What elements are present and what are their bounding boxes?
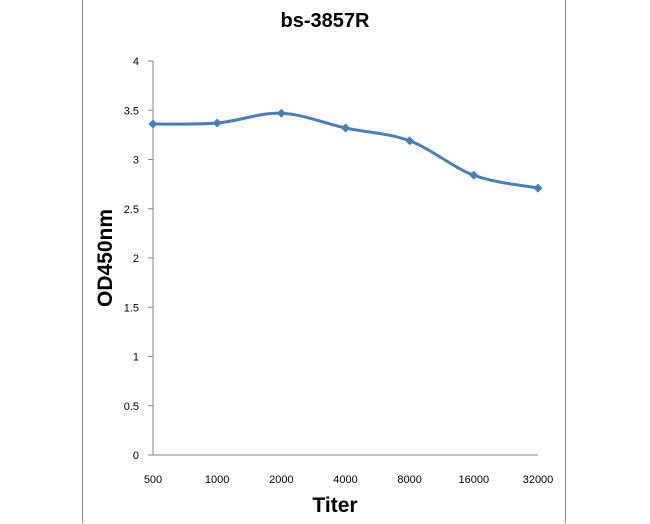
x-tick-label: 2000 xyxy=(269,474,293,486)
y-axis-label: OD450nm xyxy=(94,209,117,307)
y-tick-label: 1 xyxy=(133,352,139,364)
y-tick-label: 1.5 xyxy=(124,302,139,314)
y-tick-label: 0.5 xyxy=(124,401,139,413)
x-tick-label: 16000 xyxy=(459,474,490,486)
data-point-marker xyxy=(212,118,222,128)
data-point-marker xyxy=(148,119,158,129)
data-point-marker xyxy=(405,136,415,146)
data-point-marker xyxy=(341,123,350,133)
x-tick-label: 1000 xyxy=(205,474,229,486)
data-point-marker xyxy=(533,183,543,193)
data-point-marker xyxy=(469,170,479,180)
data-markers xyxy=(148,108,543,193)
y-tick-label: 2.5 xyxy=(124,204,139,216)
x-tick-label: 32000 xyxy=(523,474,554,486)
x-axis-label: Titer xyxy=(312,494,357,517)
y-tick-label: 0 xyxy=(133,450,139,462)
y-tick-label: 2 xyxy=(133,253,139,265)
chart-frame xyxy=(82,0,566,523)
x-tick-label: 4000 xyxy=(333,474,357,486)
chart-title: bs-3857R xyxy=(281,10,370,32)
y-tick-label: 3 xyxy=(133,155,139,167)
y-tick-label: 3.5 xyxy=(124,105,139,117)
data-point-marker xyxy=(276,108,286,118)
x-axis-ticks: 500 1000 2000 4000 8000 16000 32000 xyxy=(144,474,553,486)
y-axis-ticks: 0 0.5 1 1.5 2 2.5 3 3.5 4 xyxy=(124,56,153,462)
x-tick-label: 500 xyxy=(144,474,162,486)
y-tick-label: 4 xyxy=(133,56,139,68)
x-tick-label: 8000 xyxy=(397,474,421,486)
